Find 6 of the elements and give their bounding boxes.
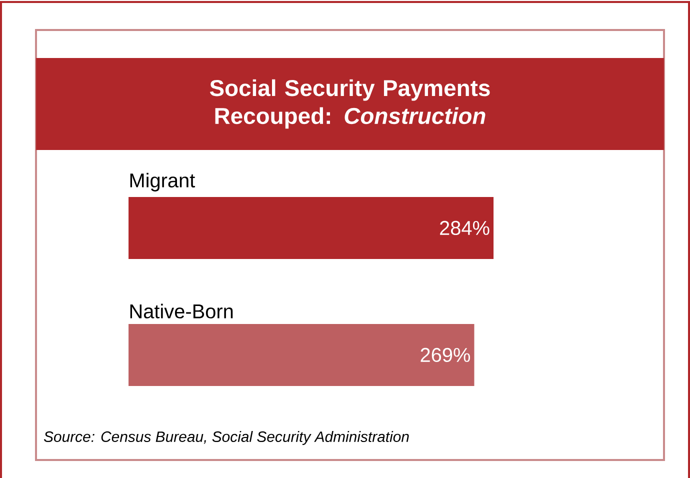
data-label: 284% <box>440 220 490 236</box>
source-note: Source: Census Bureau, Social Security Administration <box>44 431 409 445</box>
y-tick-label: Native-Born <box>130 304 233 318</box>
chart-title: Social Security Payments Recouped: Construction <box>210 79 490 129</box>
data-label: 269% <box>420 348 470 362</box>
y-tick-label: Migrant <box>130 172 196 192</box>
